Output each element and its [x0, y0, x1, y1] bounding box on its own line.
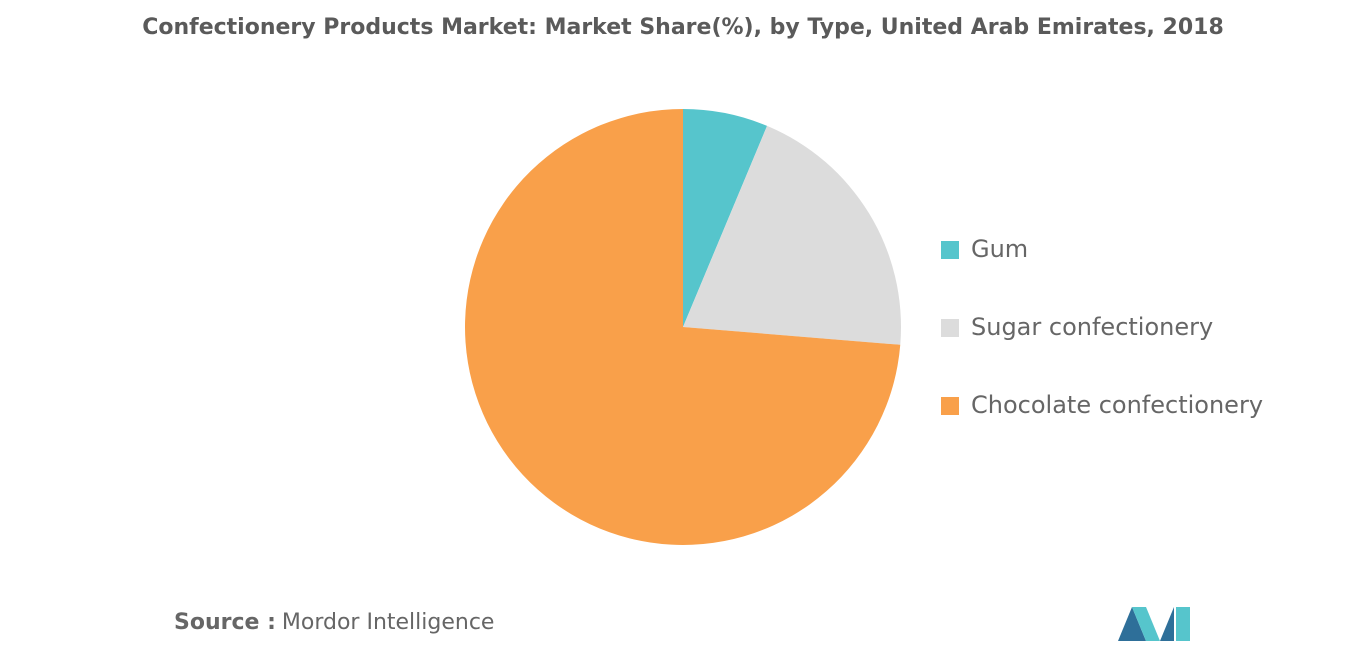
- legend-swatch: [941, 241, 959, 259]
- pie-slice: [683, 109, 768, 327]
- pie-slice: [464, 109, 901, 545]
- legend-label: Chocolate confectionery: [971, 391, 1263, 419]
- legend-label: Gum: [971, 235, 1028, 263]
- logo: [1118, 607, 1190, 641]
- source-label: Source :: [174, 610, 276, 635]
- chart-title: Confectionery Products Market: Market Sh…: [142, 15, 1224, 40]
- legend-swatch: [941, 397, 959, 415]
- pie-slice: [683, 125, 901, 345]
- legend-label: Sugar confectionery: [971, 313, 1213, 341]
- source: Source : Mordor Intelligence: [174, 610, 494, 635]
- legend-swatch: [941, 319, 959, 337]
- source-name: Mordor Intelligence: [282, 610, 495, 635]
